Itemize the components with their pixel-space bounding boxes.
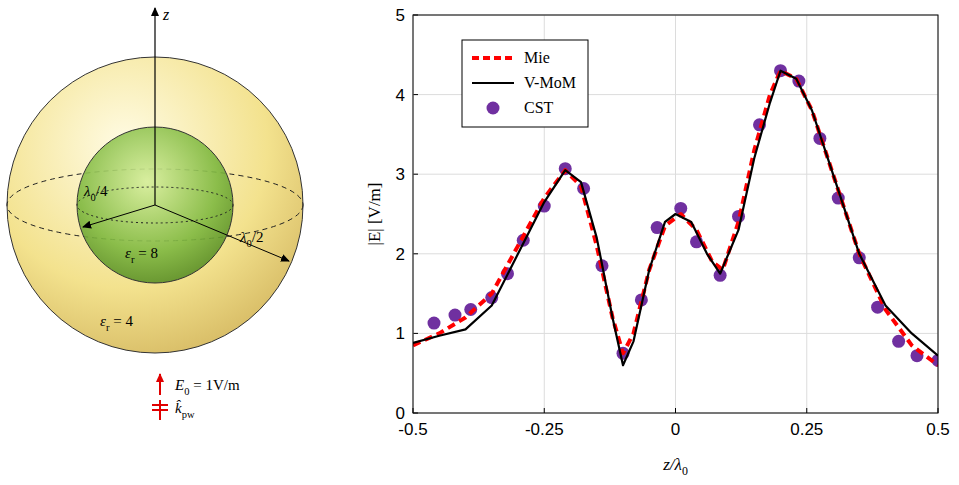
sphere-diagram: z λ0/4 λ0/2 εr = 8 εr = 4 E0 = 1V/m k̂pw: [7, 6, 303, 420]
x-axis-label-main: z/λ: [662, 455, 682, 474]
z-axis-label: z: [162, 6, 170, 23]
series-marker: [714, 269, 727, 282]
outer-permittivity-label: εr = 4: [100, 313, 133, 333]
inner-radius-label-tail: /4: [96, 183, 108, 199]
wave-vector-label: k̂pw: [175, 400, 195, 420]
z-axis: [154, 8, 155, 205]
inner-radius-label: λ0/4: [83, 183, 108, 203]
y-tick-label: 2: [396, 245, 405, 264]
chart: 0 1 2 3 4 5 -0.5 -0.25 0 0.25 0.5 |E| [V/m] z/λ0 Mie V…: [365, 6, 950, 478]
y-tick-label: 1: [396, 324, 405, 343]
grid-line: [806, 15, 807, 413]
legend-label: CST: [524, 99, 554, 116]
y-tick-label: 4: [396, 86, 405, 105]
inner-permittivity-label-tail: = 8: [134, 245, 157, 261]
x-tick-label: 0.25: [790, 420, 823, 439]
plot-frame: [413, 15, 938, 413]
x-tick: [544, 408, 545, 413]
x-tick: [675, 408, 676, 413]
y-tick-label: 5: [396, 6, 405, 25]
outer-radius-line: [155, 205, 289, 261]
y-tick: [413, 174, 418, 175]
data-layer: [413, 64, 938, 367]
outer-radius-label-tail: /2: [252, 229, 264, 245]
series-marker: [428, 317, 441, 330]
legend: Mie V-MoM CST: [462, 40, 588, 127]
plot-area: [413, 15, 938, 413]
field-label: E0 = 1V/m: [174, 377, 240, 397]
y-tick: [413, 253, 418, 254]
y-tick: [413, 94, 418, 95]
wave-vector-label-sub: pw: [182, 409, 195, 420]
outer-permittivity-label-tail: = 4: [109, 313, 133, 329]
legend-swatch: [487, 102, 500, 115]
x-axis-label: z/λ0: [662, 455, 688, 478]
inner-permittivity-label: εr = 8: [125, 245, 158, 265]
inner-radius-line: [83, 205, 155, 227]
x-tick-label: -0.25: [525, 420, 564, 439]
x-axis-label-sub: 0: [682, 464, 688, 478]
y-axis-label: |E| [V/m]: [365, 183, 384, 246]
x-tick-label: -0.5: [398, 420, 427, 439]
y-tick-label: 3: [396, 165, 405, 184]
x-tick-label: 0: [671, 420, 680, 439]
wave-vector-tick: [152, 409, 168, 411]
figure: zλ0/4λ0/2εr = 8εr = 4E0 = 1V/mk̂pw012345…: [0, 0, 959, 485]
y-tick: [413, 333, 418, 334]
x-tick-label: 0.5: [926, 420, 950, 439]
field-label-tail: = 1V/m: [189, 377, 239, 393]
legend-label: V-MoM: [524, 74, 576, 91]
field-label-main: E: [174, 377, 184, 393]
legend-swatch: [472, 82, 514, 84]
x-tick: [806, 408, 807, 413]
field-arrow: [159, 374, 161, 395]
legend-label: Mie: [524, 49, 550, 66]
outer-radius-label: λ0/2: [239, 229, 263, 249]
wave-vector-tick: [152, 404, 168, 406]
legend-swatch: [472, 56, 514, 60]
legend-box: [462, 40, 588, 127]
